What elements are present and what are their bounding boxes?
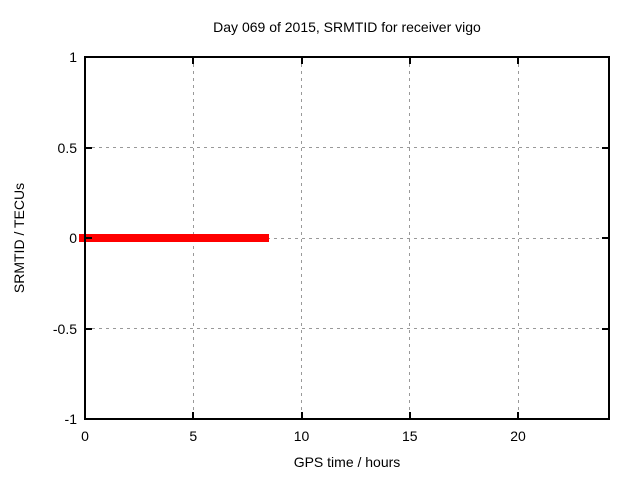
- x-tick-label: 0: [81, 428, 89, 444]
- y-gridline: [85, 147, 609, 148]
- x-tick-label: 5: [189, 428, 198, 444]
- y-tick-mark-left: [85, 327, 92, 330]
- y-tick-label: 0.5: [57, 139, 77, 156]
- y-tick-mark-right: [602, 146, 609, 149]
- y-gridline: [85, 328, 609, 329]
- x-axis-label: GPS time / hours: [293, 454, 401, 470]
- y-tick-label: 1: [69, 49, 77, 65]
- x-tick-mark-bottom: [192, 412, 195, 419]
- series-line-srmtid: [78, 234, 270, 242]
- x-tick-mark-top: [300, 57, 303, 64]
- y-tick-label: -1: [64, 411, 77, 427]
- y-tick-label: -0.5: [52, 320, 77, 337]
- y-tick-mark-left: [85, 146, 92, 149]
- x-tick-label: 10: [293, 428, 310, 444]
- y-tick-mark-left: [85, 237, 92, 239]
- x-tick-mark-top: [192, 57, 195, 64]
- chart-title: Day 069 of 2015, SRMTID for receiver vig…: [213, 19, 481, 35]
- x-tick-label: 15: [401, 428, 418, 444]
- x-tick-mark-bottom: [408, 412, 411, 419]
- x-tick-mark-top: [517, 57, 520, 64]
- x-tick-label: 20: [510, 428, 526, 444]
- plot-area: [78, 56, 610, 420]
- x-tick-mark-bottom: [300, 412, 303, 419]
- y-tick-mark-right: [602, 237, 609, 239]
- y-gridline: [85, 237, 609, 239]
- x-tick-mark-bottom: [517, 412, 520, 419]
- x-tick-mark-top: [408, 57, 411, 64]
- y-tick-mark-right: [602, 327, 609, 330]
- y-tick-label: 0: [69, 230, 77, 246]
